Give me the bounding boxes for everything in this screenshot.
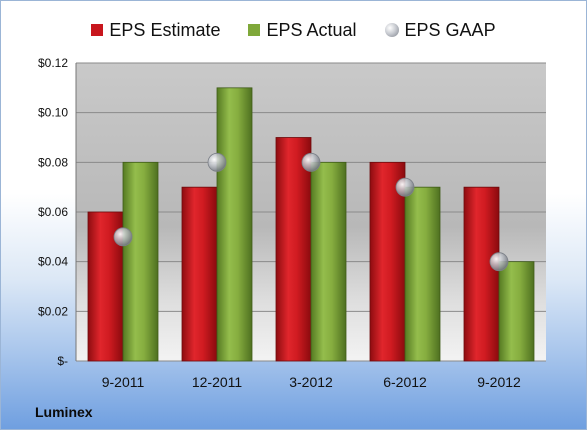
x-tick-label: 9-2012 — [477, 374, 521, 390]
bar-eps-estimate — [275, 137, 312, 362]
legend-swatch-estimate — [91, 24, 104, 36]
bar-eps-estimate — [369, 161, 406, 362]
y-axis: $- $0.02 $0.04 $0.06 $0.08 $0.10 $0.12 — [38, 56, 77, 368]
y-tick-label: $0.06 — [38, 205, 68, 219]
legend-label-gaap: EPS GAAP — [404, 19, 496, 40]
point-eps-gaap — [301, 152, 321, 172]
y-tick-label: $0.10 — [38, 106, 68, 120]
bar-eps-estimate — [463, 186, 500, 362]
y-tick-label: $- — [57, 354, 68, 368]
legend-label-estimate: EPS Estimate — [109, 19, 221, 40]
point-eps-gaap — [395, 177, 415, 197]
legend-swatch-gaap — [384, 23, 399, 37]
legend-item-gaap: EPS GAAP — [384, 19, 496, 41]
company-name: Luminex — [35, 404, 93, 420]
bar-eps-actual — [310, 161, 347, 362]
y-tick-label: $0.04 — [38, 255, 68, 269]
y-tick-label: $0.08 — [38, 155, 68, 169]
legend-label-actual: EPS Actual — [266, 19, 357, 40]
bar-eps-actual — [498, 261, 535, 362]
x-tick-label: 3-2012 — [289, 374, 333, 390]
point-eps-gaap — [207, 152, 227, 172]
bar-eps-actual — [216, 87, 253, 362]
x-axis: 9-2011 12-2011 3-2012 6-2012 9-2012 — [102, 374, 521, 390]
legend-swatch-actual — [248, 24, 261, 36]
bar-eps-actual — [122, 161, 159, 362]
legend-item-estimate: EPS Estimate — [91, 20, 220, 41]
point-eps-gaap — [489, 252, 509, 272]
legend-item-actual: EPS Actual — [248, 19, 357, 41]
y-tick-label: $0.12 — [38, 56, 68, 70]
legend: EPS Estimate EPS Actual EPS GAAP — [1, 13, 586, 47]
point-eps-gaap — [113, 227, 133, 247]
bar-eps-actual — [404, 186, 441, 362]
x-tick-label: 6-2012 — [383, 374, 427, 390]
bars — [87, 87, 535, 362]
x-tick-label: 9-2011 — [102, 374, 145, 390]
bar-eps-estimate — [181, 186, 218, 362]
y-tick-label: $0.02 — [38, 304, 68, 318]
x-tick-label: 12-2011 — [192, 374, 243, 390]
